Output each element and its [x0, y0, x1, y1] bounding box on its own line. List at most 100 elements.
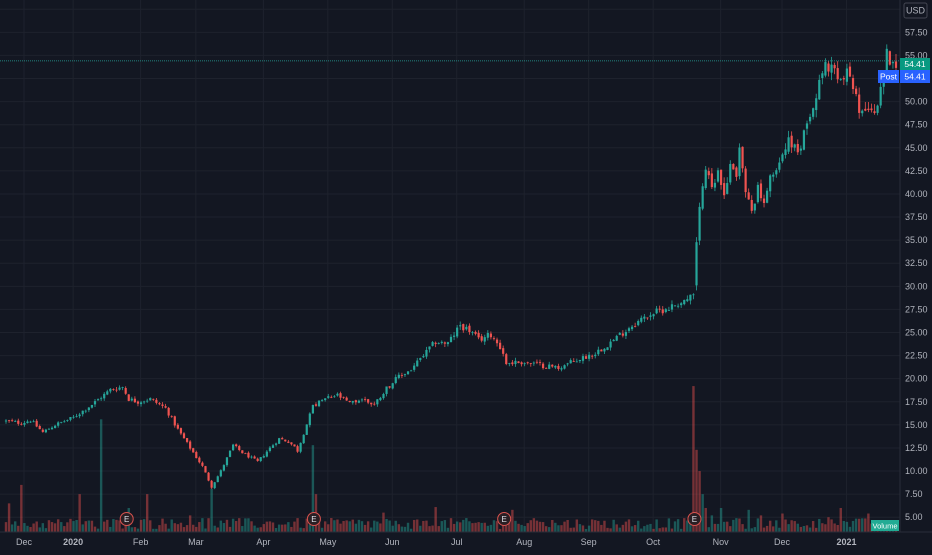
candle-body-265	[818, 79, 821, 100]
candle-body-166	[514, 360, 517, 365]
volume-bar-229	[707, 527, 710, 532]
candle-body-216	[667, 310, 670, 311]
candle-body-27	[87, 407, 90, 411]
volume-bar-222	[686, 520, 689, 532]
candle-body-284	[876, 105, 879, 113]
earnings-marker-3[interactable]	[687, 512, 702, 526]
time-tick-label-3: Mar	[188, 537, 204, 547]
candle-body-29	[93, 401, 97, 405]
candle-body-235	[726, 183, 729, 194]
candle-body-197	[609, 341, 612, 348]
volume-bar-155	[480, 522, 483, 532]
candle-body-41	[130, 398, 133, 401]
candle-body-263	[812, 108, 815, 117]
candle-body-165	[511, 362, 514, 365]
candle-body-37	[118, 387, 121, 390]
candle-body-248	[766, 190, 769, 203]
volume-bar-2	[10, 524, 14, 532]
volume-bar-173	[535, 520, 539, 532]
candle-body-161	[499, 342, 502, 350]
volume-bar-20	[66, 522, 69, 532]
volume-bar-89	[277, 524, 281, 532]
volume-bar-266	[821, 523, 824, 532]
candle-body-174	[538, 362, 542, 363]
candle-body-151	[468, 325, 471, 333]
volume-bar-243	[750, 528, 753, 532]
price-tick-label-16: 45.00	[905, 143, 928, 153]
volume-bar-43	[136, 528, 140, 532]
candle-body-272	[839, 79, 842, 81]
currency-badge[interactable]	[903, 2, 928, 19]
volume-bar-84	[262, 524, 265, 532]
volume-bar-126	[391, 525, 394, 532]
volume-bar-75	[234, 521, 238, 532]
candle-body-134	[416, 360, 419, 367]
volume-bar-256	[790, 520, 793, 532]
volume-bar-128	[397, 524, 401, 532]
candle-body-102	[317, 400, 321, 407]
volume-bar-4	[17, 525, 20, 532]
volume-bar-120	[373, 520, 376, 532]
volume-bar-17	[56, 519, 60, 532]
candle-body-95	[296, 446, 299, 452]
candle-body-206	[637, 320, 640, 326]
candle-body-79	[247, 452, 250, 458]
volume-bar-127	[394, 520, 397, 532]
volume-bar-80	[250, 521, 253, 532]
price-tick-label-17: 47.50	[905, 120, 928, 130]
candle-body-176	[545, 367, 548, 369]
volume-bar-213	[658, 528, 661, 532]
grid-lines	[0, 0, 900, 532]
volume-bar-181	[560, 525, 563, 532]
candle-body-2	[11, 420, 14, 422]
candle-body-114	[354, 400, 357, 403]
earnings-marker-2[interactable]	[497, 512, 512, 526]
candle-body-69	[216, 476, 219, 483]
candle-body-24	[78, 414, 81, 417]
volume-bar-32	[103, 521, 106, 532]
candle-body-44	[139, 402, 143, 405]
candle-body-159	[492, 338, 496, 340]
volume-bar-133	[412, 519, 416, 532]
candle-body-149	[462, 324, 465, 331]
candle-body-181	[560, 368, 563, 370]
earnings-marker-label-1: E	[311, 515, 316, 524]
volume-bar-246	[759, 515, 763, 532]
volume-bar-275	[848, 526, 852, 532]
price-tick-label-3: 12.50	[905, 443, 928, 453]
volume-bar-257	[793, 521, 796, 532]
candle-body-10	[35, 420, 38, 427]
volume-bar-88	[274, 527, 278, 532]
candle-body-39	[124, 388, 127, 394]
volume-bar-279	[861, 518, 864, 532]
volume-bar-8	[29, 527, 32, 532]
earnings-marker-1[interactable]	[306, 512, 321, 526]
candle-body-154	[477, 332, 480, 338]
volume-bar-35	[112, 519, 115, 532]
volume-bar-147	[455, 521, 459, 532]
volume-bar-281	[867, 513, 870, 532]
price-tick-label-8: 25.00	[905, 328, 928, 338]
volume-bar-134	[416, 519, 419, 532]
earnings-marker-0[interactable]	[119, 512, 134, 526]
volume-bar-24	[78, 494, 81, 532]
volume-bar-231	[713, 523, 717, 532]
candle-body-157	[486, 333, 489, 338]
volume-bar-165	[511, 509, 514, 532]
volume-bar-178	[551, 519, 554, 532]
price-tick-label-13: 37.50	[905, 212, 928, 222]
volume-bar-262	[808, 527, 812, 532]
volume-bar-208	[643, 526, 646, 532]
volume-bar-71	[222, 523, 226, 532]
candle-body-109	[339, 393, 342, 398]
volume-bar-79	[247, 518, 250, 532]
volume-bar-49	[155, 528, 158, 532]
volume-bar-59	[185, 525, 189, 532]
candle-body-171	[529, 363, 532, 364]
candle-body-196	[606, 347, 609, 350]
candle-body-73	[228, 450, 232, 457]
volume-bar-7	[26, 525, 29, 532]
